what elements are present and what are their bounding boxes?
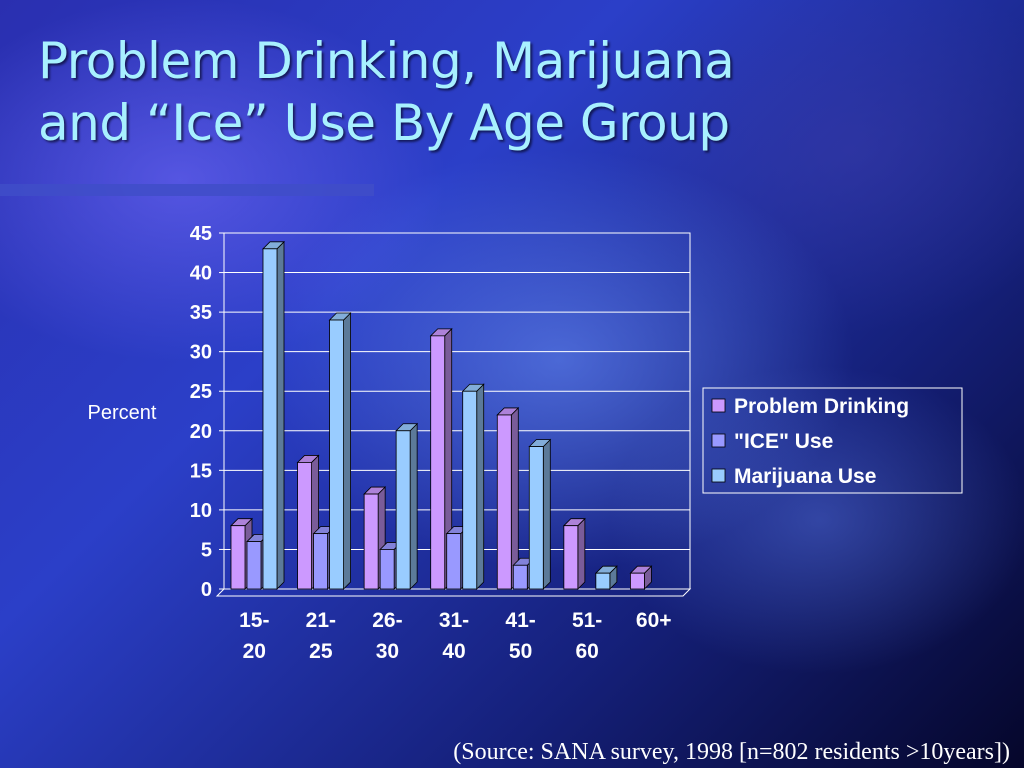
bar [528,438,552,590]
x-tick-label: 31- [439,609,469,632]
legend-label: Problem Drinking [734,395,909,418]
x-tick-label: 50 [509,640,532,663]
legend-label: Marijuana Use [734,465,876,488]
title-underline-bar [0,184,374,196]
legend-box [702,387,963,494]
y-tick-label: 40 [190,263,212,285]
bar [594,565,618,590]
bar [328,312,352,590]
legend-swatch [711,468,726,483]
y-tick-label: 30 [190,342,212,364]
y-tick-label: 10 [190,500,212,522]
slide-title: Problem Drinking, Marijuana and “Ice” Us… [38,30,735,154]
x-tick-label: 25 [309,640,333,663]
bar [395,422,419,590]
legend-label: "ICE" Use [734,430,833,453]
y-tick-label: 5 [201,539,212,561]
y-tick-label: 20 [190,421,212,443]
x-tick-label: 60+ [636,609,672,632]
y-tick-label: 15 [190,460,212,482]
source-citation: (Source: SANA survey, 1998 [n=802 reside… [453,739,1010,765]
bar [461,383,485,590]
legend-swatch [711,398,726,413]
x-tick-label: 40 [442,640,465,663]
bar [629,565,653,590]
x-tick-label: 26- [372,609,402,632]
x-tick-label: 60 [575,640,598,663]
x-tick-label: 21- [306,609,336,632]
slide-title-line-2: and “Ice” Use By Age Group [38,94,730,152]
x-tick-label: 30 [376,640,399,663]
x-tick-label: 15- [239,609,269,632]
x-tick-label: 51- [572,609,602,632]
y-tick-label: 35 [190,302,212,324]
bar [562,517,586,590]
y-tick-label: 25 [190,381,212,403]
legend-swatch [711,433,726,448]
y-tick-label: 45 [190,223,212,245]
y-tick-label: 0 [201,579,212,601]
bar [262,240,285,590]
x-tick-label: 41- [505,609,535,632]
y-axis-label: Percent [88,402,157,424]
chart-floor [215,588,692,597]
x-tick-label: 20 [243,640,266,663]
bar [496,406,520,590]
slide-title-line-1: Problem Drinking, Marijuana [38,32,735,90]
